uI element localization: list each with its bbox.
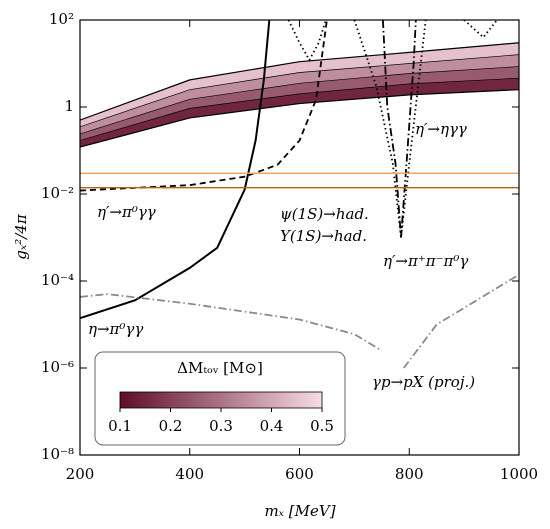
x-tick-label: 800 [395,465,424,483]
y-axis-label: gₓ²/4π [12,213,30,260]
band-line [80,66,519,135]
x-tick-label: 1000 [500,465,538,483]
series-line [287,20,327,62]
plot-area [80,20,519,369]
series-line [382,20,417,238]
band-line [80,42,519,121]
series-line [80,20,271,320]
y-tick-label: 10⁻⁸ [41,445,74,463]
band-line [80,54,519,128]
band-line [80,77,519,141]
band-line [80,89,519,148]
colorbar [119,391,323,409]
colorbar-tick-label: 0.3 [209,417,233,435]
band-fill [80,66,519,141]
series-line [80,293,383,352]
y-tick-label: 1 [64,97,74,115]
x-axis-label: mₓ [MeV] [264,502,335,520]
series-line [80,20,328,192]
colorbar-label: ΔMₜₒᵥ [M⊙] [177,359,263,377]
band-fill [80,78,519,148]
x-tick-label: 200 [66,465,95,483]
series-label: Υ(1S)→had. [280,227,367,245]
colorbar-tick-label: 0.2 [159,417,183,435]
colorbar-tick-label: 0.1 [108,417,132,435]
series-line [403,273,519,369]
series-label: η→π⁰γγ [88,320,143,338]
series-label: η′→ηγγ [415,120,467,138]
y-tick-label: 10⁻⁴ [41,271,74,289]
band-fill [80,54,519,134]
y-tick-label: 10⁻⁶ [41,358,74,376]
series-label: γp→pX (proj.) [372,373,475,391]
colorbar-tick-label: 0.4 [260,417,284,435]
series-line [463,20,498,39]
colorbar-tick-label: 0.5 [310,417,334,435]
series-label: ψ(1S)→had. [280,205,369,223]
band-fill [80,42,519,127]
series-label: η′→π⁰γγ [97,203,156,221]
series-label: η′→π⁺π⁻π⁰γ [383,252,468,270]
x-tick-label: 400 [175,465,204,483]
y-tick-label: 10⁻² [41,184,74,202]
x-tick-label: 600 [285,465,314,483]
y-tick-label: 10² [49,10,74,28]
